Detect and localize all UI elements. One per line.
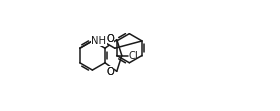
Text: O: O [106, 67, 114, 77]
Text: NH: NH [91, 36, 106, 46]
Text: O: O [106, 67, 114, 77]
Text: O: O [106, 67, 114, 77]
Text: O: O [106, 34, 114, 44]
Text: O: O [106, 34, 114, 44]
Text: O: O [106, 34, 114, 44]
Text: Cl: Cl [129, 51, 139, 60]
